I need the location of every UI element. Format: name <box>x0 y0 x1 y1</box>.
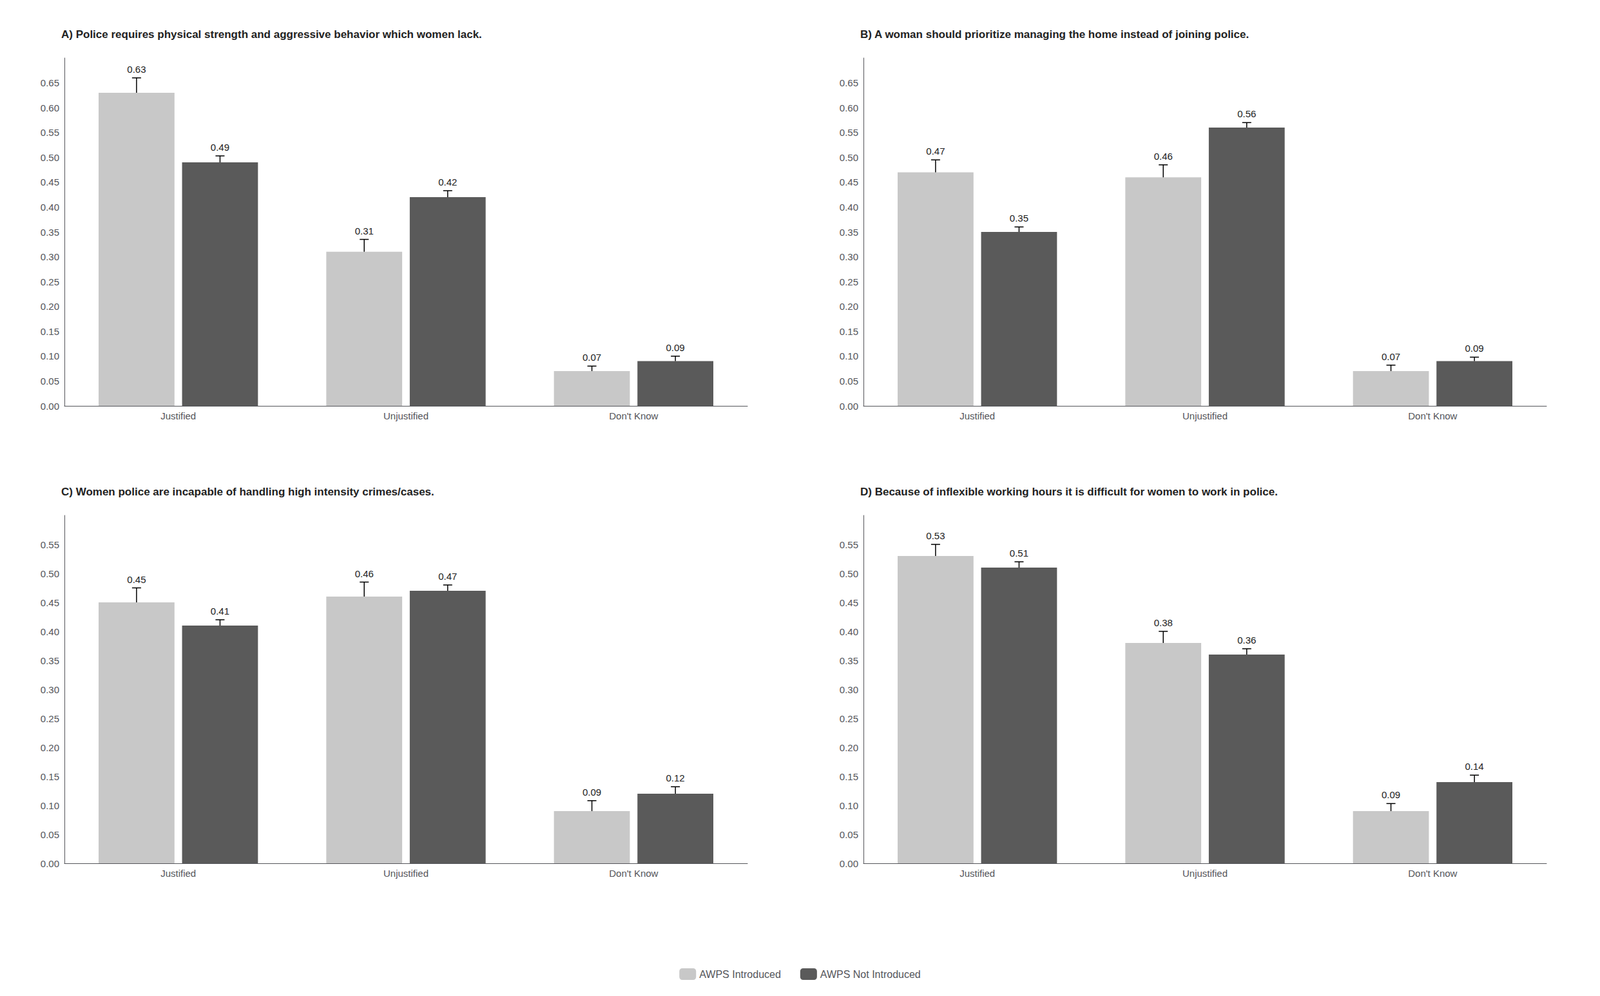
svg-text:0.63: 0.63 <box>126 63 146 75</box>
svg-text:0.40: 0.40 <box>839 626 859 638</box>
svg-text:0.09: 0.09 <box>666 342 685 354</box>
svg-text:0.55: 0.55 <box>40 126 60 138</box>
svg-text:0.40: 0.40 <box>839 201 859 213</box>
svg-text:0.07: 0.07 <box>1381 351 1401 363</box>
svg-text:0.25: 0.25 <box>839 276 859 288</box>
svg-text:0.60: 0.60 <box>40 102 60 114</box>
svg-text:0.45: 0.45 <box>40 597 60 609</box>
svg-text:0.20: 0.20 <box>40 300 60 312</box>
svg-text:0.09: 0.09 <box>1381 789 1401 801</box>
svg-text:0.25: 0.25 <box>839 713 859 725</box>
svg-text:0.42: 0.42 <box>438 176 457 188</box>
svg-text:Unjustified: Unjustified <box>1182 410 1228 422</box>
svg-text:0.47: 0.47 <box>438 570 457 582</box>
svg-text:0.40: 0.40 <box>40 626 60 638</box>
svg-text:Justified: Justified <box>160 410 196 422</box>
svg-text:0.25: 0.25 <box>40 713 60 725</box>
svg-text:0.15: 0.15 <box>839 326 859 338</box>
svg-text:Don't Know: Don't Know <box>1407 867 1457 879</box>
svg-text:Justified: Justified <box>160 867 196 879</box>
svg-text:C) Women police are incapable: C) Women police are incapable of handlin… <box>61 485 435 499</box>
svg-text:0.45: 0.45 <box>839 597 859 609</box>
svg-text:0.10: 0.10 <box>40 800 60 812</box>
svg-text:0.00: 0.00 <box>40 858 60 870</box>
svg-text:0.45: 0.45 <box>839 176 859 188</box>
svg-text:0.10: 0.10 <box>839 350 859 362</box>
svg-text:0.15: 0.15 <box>40 771 60 783</box>
svg-text:0.30: 0.30 <box>839 251 859 263</box>
svg-text:0.65: 0.65 <box>40 77 60 89</box>
svg-text:0.51: 0.51 <box>1009 547 1029 559</box>
svg-text:0.12: 0.12 <box>666 772 685 784</box>
svg-text:0.35: 0.35 <box>40 655 60 667</box>
svg-text:0.50: 0.50 <box>40 152 60 164</box>
svg-text:0.15: 0.15 <box>40 326 60 338</box>
svg-text:0.09: 0.09 <box>582 786 602 798</box>
svg-text:0.30: 0.30 <box>839 684 859 696</box>
svg-text:Unjustified: Unjustified <box>1182 867 1228 879</box>
svg-text:0.10: 0.10 <box>839 800 859 812</box>
svg-text:Unjustified: Unjustified <box>383 867 429 879</box>
svg-text:0.55: 0.55 <box>839 539 859 551</box>
svg-text:0.35: 0.35 <box>839 655 859 667</box>
svg-text:0.00: 0.00 <box>839 858 859 870</box>
svg-text:0.46: 0.46 <box>355 568 374 580</box>
svg-text:0.49: 0.49 <box>210 141 230 153</box>
svg-text:0.41: 0.41 <box>210 605 230 617</box>
svg-text:0.20: 0.20 <box>40 742 60 754</box>
svg-text:0.35: 0.35 <box>1009 212 1029 224</box>
svg-text:0.55: 0.55 <box>839 126 859 138</box>
svg-text:0.05: 0.05 <box>40 375 60 387</box>
svg-text:0.09: 0.09 <box>1465 342 1485 354</box>
svg-text:0.31: 0.31 <box>355 225 374 237</box>
svg-text:0.50: 0.50 <box>839 568 859 580</box>
svg-text:0.50: 0.50 <box>839 152 859 164</box>
svg-text:Don't Know: Don't Know <box>608 867 658 879</box>
svg-text:0.56: 0.56 <box>1237 108 1256 120</box>
svg-text:0.60: 0.60 <box>839 102 859 114</box>
svg-text:Don't Know: Don't Know <box>1407 410 1457 422</box>
svg-text:0.30: 0.30 <box>40 684 60 696</box>
svg-text:0.00: 0.00 <box>40 400 60 412</box>
svg-text:Justified: Justified <box>959 867 995 879</box>
svg-text:0.25: 0.25 <box>40 276 60 288</box>
svg-text:0.53: 0.53 <box>925 530 945 542</box>
svg-text:0.35: 0.35 <box>839 226 859 238</box>
svg-text:AWPS Introduced: AWPS Introduced <box>699 969 781 981</box>
svg-text:0.20: 0.20 <box>839 300 859 312</box>
svg-text:0.30: 0.30 <box>40 251 60 263</box>
svg-text:0.45: 0.45 <box>40 176 60 188</box>
svg-text:0.46: 0.46 <box>1154 150 1173 162</box>
svg-text:0.50: 0.50 <box>40 568 60 580</box>
svg-text:0.10: 0.10 <box>40 350 60 362</box>
svg-text:D) Because of inflexible worki: D) Because of inflexible working hours i… <box>860 485 1278 499</box>
svg-text:0.35: 0.35 <box>40 226 60 238</box>
svg-text:0.05: 0.05 <box>40 829 60 841</box>
svg-text:B) A woman should prioritize m: B) A woman should prioritize managing th… <box>860 28 1249 41</box>
svg-text:Justified: Justified <box>959 410 995 422</box>
svg-text:0.47: 0.47 <box>925 145 945 157</box>
svg-text:0.40: 0.40 <box>40 201 60 213</box>
svg-text:Don't Know: Don't Know <box>608 410 658 422</box>
svg-text:0.20: 0.20 <box>839 742 859 754</box>
svg-text:0.05: 0.05 <box>839 375 859 387</box>
svg-text:0.36: 0.36 <box>1237 634 1256 646</box>
svg-text:0.00: 0.00 <box>839 400 859 412</box>
svg-text:AWPS Not Introduced: AWPS Not Introduced <box>820 969 921 981</box>
svg-text:0.15: 0.15 <box>839 771 859 783</box>
svg-text:A) Police requires physical st: A) Police requires physical strength and… <box>61 28 482 41</box>
svg-text:0.55: 0.55 <box>40 539 60 551</box>
svg-text:0.45: 0.45 <box>126 574 146 586</box>
svg-text:0.07: 0.07 <box>582 351 602 363</box>
svg-text:0.05: 0.05 <box>839 829 859 841</box>
svg-text:0.65: 0.65 <box>839 77 859 89</box>
svg-text:0.38: 0.38 <box>1154 617 1173 629</box>
svg-text:0.14: 0.14 <box>1465 761 1485 772</box>
svg-text:Unjustified: Unjustified <box>383 410 429 422</box>
